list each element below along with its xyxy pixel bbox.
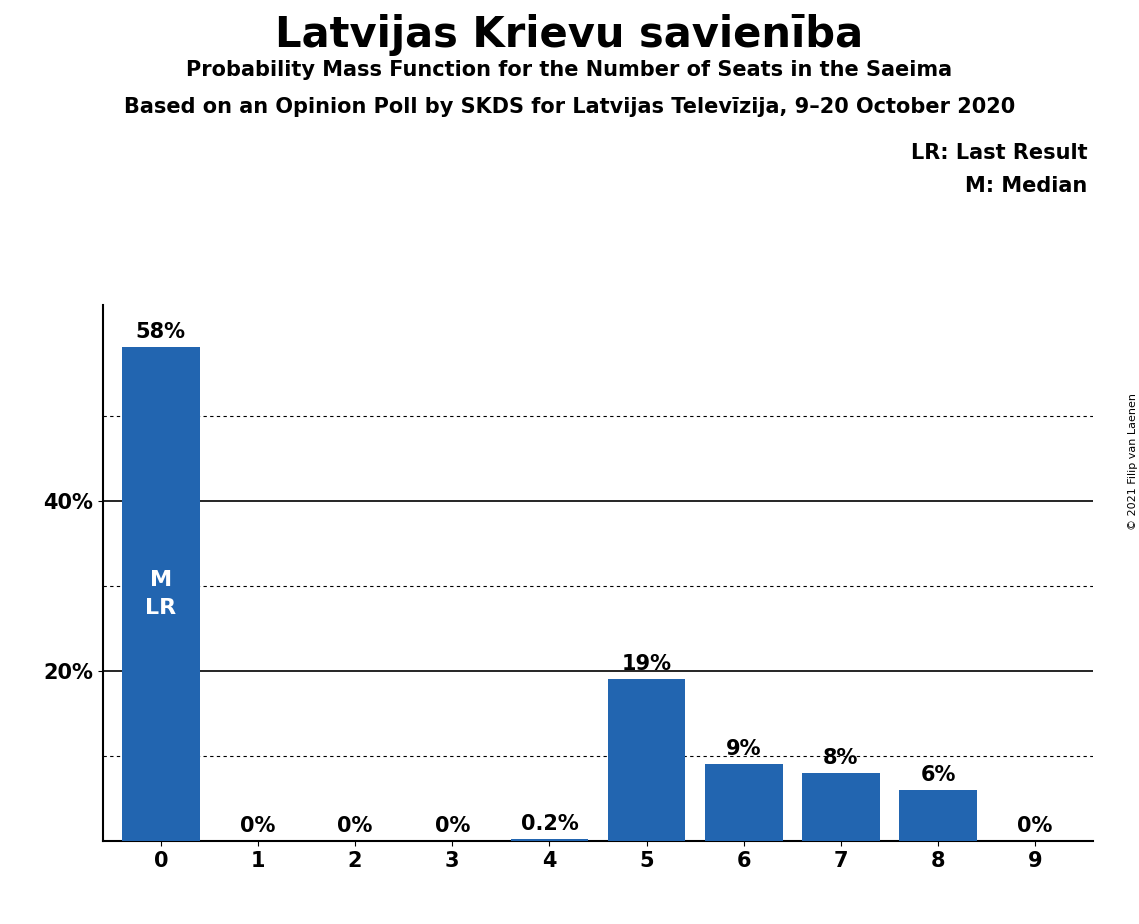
Text: 9%: 9%: [726, 739, 762, 760]
Text: Probability Mass Function for the Number of Seats in the Saeima: Probability Mass Function for the Number…: [187, 60, 952, 80]
Bar: [608, 679, 686, 841]
Text: 0.2%: 0.2%: [521, 814, 579, 834]
Text: © 2021 Filip van Laenen: © 2021 Filip van Laenen: [1129, 394, 1138, 530]
Text: 58%: 58%: [136, 322, 186, 343]
Text: 0%: 0%: [337, 816, 372, 835]
Bar: [705, 764, 782, 841]
Text: M
LR: M LR: [146, 570, 177, 618]
Bar: [802, 772, 879, 841]
Text: LR: Last Result: LR: Last Result: [911, 143, 1088, 164]
Text: 0%: 0%: [240, 816, 276, 835]
Bar: [899, 790, 977, 841]
Text: M: Median: M: Median: [966, 176, 1088, 196]
Bar: [122, 347, 199, 841]
Text: Based on an Opinion Poll by SKDS for Latvijas Televīzija, 9–20 October 2020: Based on an Opinion Poll by SKDS for Lat…: [124, 97, 1015, 117]
Bar: [510, 839, 588, 841]
Text: 0%: 0%: [1017, 816, 1052, 835]
Text: 0%: 0%: [435, 816, 470, 835]
Text: 19%: 19%: [622, 654, 672, 675]
Text: 8%: 8%: [823, 748, 859, 768]
Text: 6%: 6%: [920, 765, 956, 784]
Text: Latvijas Krievu savienība: Latvijas Krievu savienība: [276, 14, 863, 55]
